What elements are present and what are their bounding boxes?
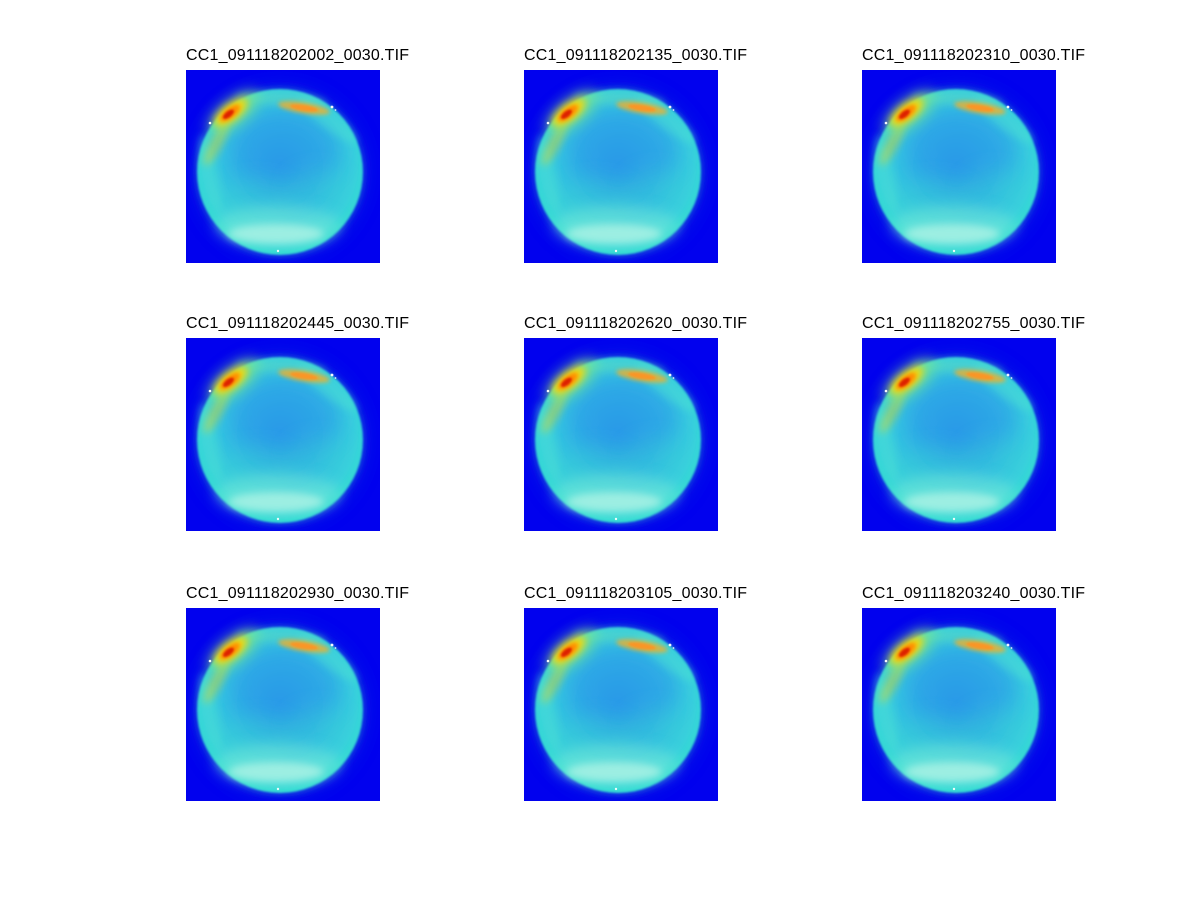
- sky-image-false-color: [862, 338, 1056, 531]
- sky-image-false-color: [186, 70, 380, 263]
- sky-image-false-color: [862, 70, 1056, 263]
- subplot-title: CC1_091118202310_0030.TIF: [862, 47, 1086, 64]
- subplot-cell-5: CC1_091118202620_0030.TIF: [524, 315, 824, 531]
- subplot-cell-7: CC1_091118202930_0030.TIF: [186, 585, 486, 801]
- subplot-cell-4: CC1_091118202445_0030.TIF: [186, 315, 486, 531]
- subplot-title: CC1_091118202002_0030.TIF: [186, 47, 410, 64]
- subplot-cell-6: CC1_091118202755_0030.TIF: [862, 315, 1162, 531]
- subplot-cell-1: CC1_091118202002_0030.TIF: [186, 47, 486, 263]
- subplot-title: CC1_091118202445_0030.TIF: [186, 315, 410, 332]
- sky-image-false-color: [524, 338, 718, 531]
- subplot-title: CC1_091118202930_0030.TIF: [186, 585, 410, 602]
- subplot-title: CC1_091118202135_0030.TIF: [524, 47, 748, 64]
- sky-image-false-color: [524, 608, 718, 801]
- subplot-title: CC1_091118202620_0030.TIF: [524, 315, 748, 332]
- subplot-title: CC1_091118203240_0030.TIF: [862, 585, 1086, 602]
- sky-image-false-color: [862, 608, 1056, 801]
- sky-image-false-color: [186, 608, 380, 801]
- subplot-title: CC1_091118203105_0030.TIF: [524, 585, 748, 602]
- subplot-cell-9: CC1_091118203240_0030.TIF: [862, 585, 1162, 801]
- subplot-title: CC1_091118202755_0030.TIF: [862, 315, 1086, 332]
- sky-image-false-color: [524, 70, 718, 263]
- subplot-cell-3: CC1_091118202310_0030.TIF: [862, 47, 1162, 263]
- subplot-cell-8: CC1_091118203105_0030.TIF: [524, 585, 824, 801]
- sky-image-false-color: [186, 338, 380, 531]
- subplot-cell-2: CC1_091118202135_0030.TIF: [524, 47, 824, 263]
